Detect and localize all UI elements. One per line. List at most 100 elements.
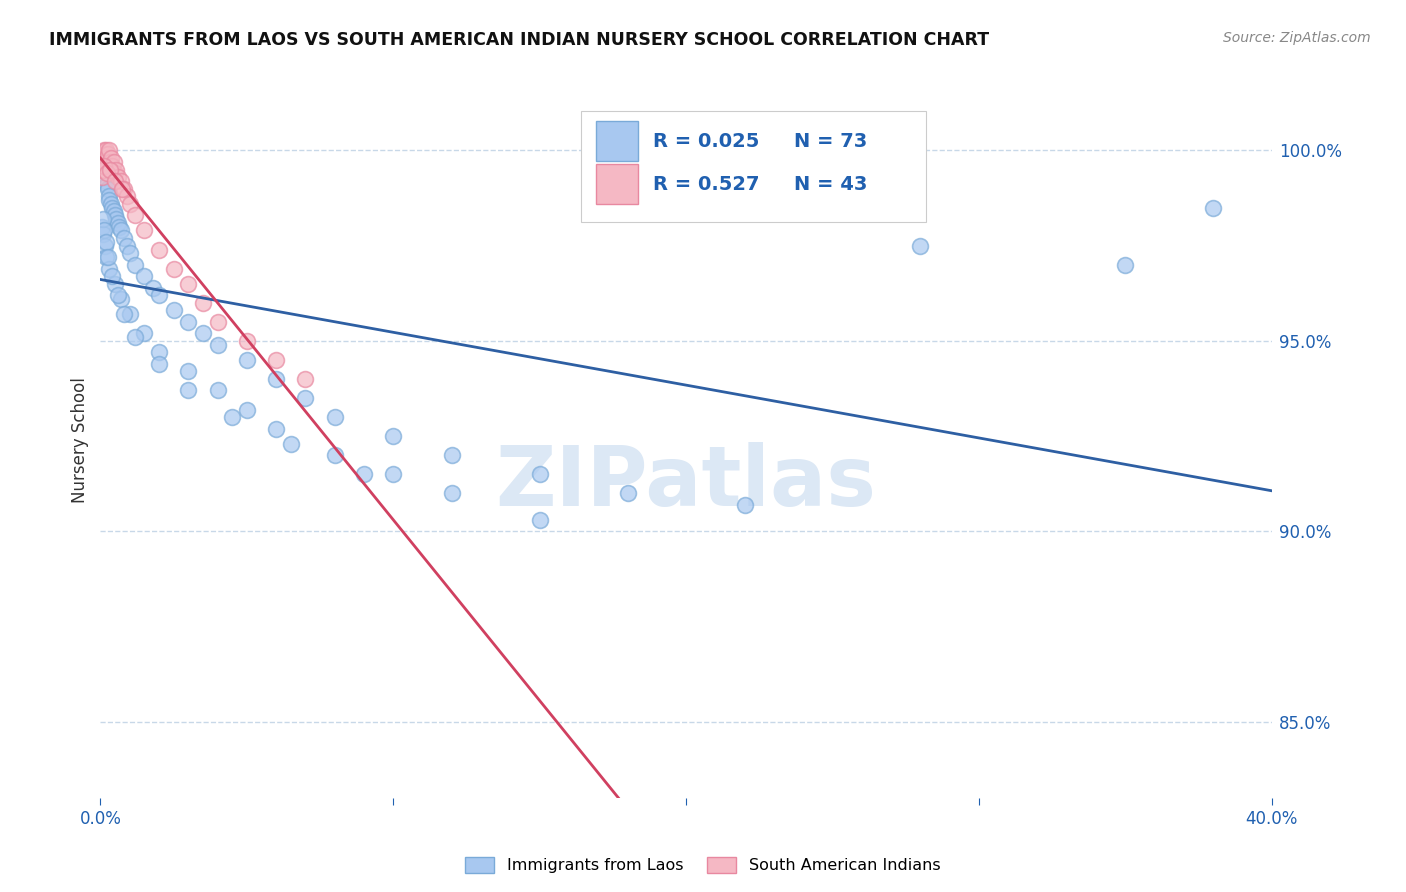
Point: [97, 181, 120, 195]
Point: [104, 166, 127, 180]
Text: IMMIGRANTS FROM LAOS VS SOUTH AMERICAN INDIAN NURSERY SCHOOL CORRELATION CHART: IMMIGRANTS FROM LAOS VS SOUTH AMERICAN I…: [49, 31, 990, 49]
Point: [101, 159, 124, 173]
Point: [110, 223, 132, 237]
Point: [264, 372, 287, 386]
Text: ZIPatlas: ZIPatlas: [495, 442, 876, 524]
Point: [98, 155, 121, 169]
Point: [93, 166, 115, 180]
Point: [112, 181, 135, 195]
Point: [382, 429, 405, 443]
Point: [94, 162, 117, 177]
Point: [91, 227, 114, 242]
Point: [96, 178, 118, 192]
Point: [100, 151, 122, 165]
Point: [191, 326, 214, 341]
Point: [134, 326, 156, 341]
Point: [107, 288, 129, 302]
Point: [177, 277, 200, 291]
Point: [118, 307, 141, 321]
Point: [97, 250, 120, 264]
Point: [98, 261, 121, 276]
Point: [104, 174, 127, 188]
Point: [90, 219, 112, 234]
Point: [440, 486, 463, 500]
Text: Source: ZipAtlas.com: Source: ZipAtlas.com: [1223, 31, 1371, 45]
Point: [107, 170, 129, 185]
Point: [294, 391, 316, 405]
Point: [353, 467, 375, 482]
Point: [264, 353, 287, 368]
Point: [177, 364, 200, 378]
Point: [93, 238, 115, 252]
Point: [93, 144, 115, 158]
Point: [111, 181, 134, 195]
Point: [734, 498, 756, 512]
Point: [98, 162, 121, 177]
Point: [96, 155, 118, 169]
Point: [94, 235, 117, 249]
Point: [98, 193, 121, 207]
Point: [103, 155, 125, 169]
Point: [101, 201, 124, 215]
Point: [323, 448, 346, 462]
Point: [90, 162, 112, 177]
FancyBboxPatch shape: [596, 121, 638, 161]
Point: [91, 162, 114, 177]
Point: [97, 144, 120, 158]
Point: [280, 437, 302, 451]
Point: [91, 212, 114, 227]
Y-axis label: Nursery School: Nursery School: [72, 377, 89, 503]
Point: [91, 170, 114, 185]
Point: [96, 250, 118, 264]
Text: R = 0.527: R = 0.527: [654, 175, 759, 194]
Point: [110, 174, 132, 188]
Point: [124, 258, 146, 272]
FancyBboxPatch shape: [581, 111, 927, 221]
Point: [134, 269, 156, 284]
Point: [191, 296, 214, 310]
Point: [440, 448, 463, 462]
Point: [529, 513, 551, 527]
Point: [1202, 201, 1225, 215]
Point: [236, 353, 259, 368]
Point: [148, 243, 170, 257]
Point: [177, 315, 200, 329]
Point: [91, 170, 114, 185]
Point: [98, 159, 121, 173]
Point: [1114, 258, 1136, 272]
Point: [142, 280, 165, 294]
Point: [91, 151, 114, 165]
Point: [96, 166, 118, 180]
Point: [93, 147, 115, 161]
Point: [105, 162, 128, 177]
Point: [616, 486, 638, 500]
Point: [115, 238, 138, 252]
Point: [108, 219, 131, 234]
Text: R = 0.025: R = 0.025: [654, 132, 759, 151]
Point: [207, 315, 229, 329]
Point: [112, 231, 135, 245]
Point: [103, 204, 125, 219]
Point: [96, 170, 118, 185]
Point: [100, 162, 122, 177]
Point: [910, 238, 932, 252]
FancyBboxPatch shape: [596, 164, 638, 204]
Point: [93, 159, 115, 173]
Point: [94, 144, 117, 158]
Point: [162, 303, 184, 318]
Point: [134, 223, 156, 237]
Point: [148, 357, 170, 371]
Point: [105, 212, 128, 227]
Point: [90, 162, 112, 177]
Point: [115, 189, 138, 203]
Point: [104, 277, 127, 291]
Point: [264, 421, 287, 435]
Point: [91, 159, 114, 173]
Point: [97, 189, 120, 203]
Point: [529, 467, 551, 482]
Point: [107, 216, 129, 230]
Text: N = 43: N = 43: [794, 175, 868, 194]
Point: [207, 384, 229, 398]
Point: [177, 384, 200, 398]
Point: [236, 402, 259, 417]
